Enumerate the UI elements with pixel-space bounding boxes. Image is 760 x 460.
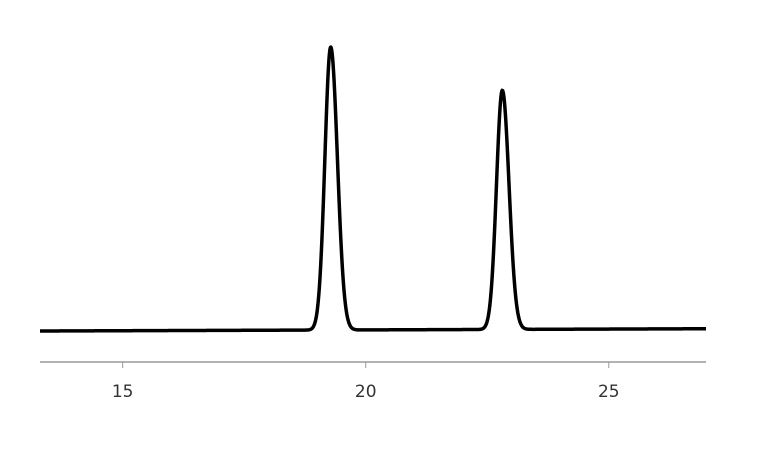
- x-tick-label: 20: [355, 382, 377, 402]
- x-tick-label: 25: [598, 382, 620, 402]
- x-axis-ticks: 15 20 25: [112, 362, 620, 402]
- chromatogram-trace: [38, 45, 708, 333]
- x-tick-label: 15: [112, 382, 134, 402]
- plot-area: [38, 45, 708, 333]
